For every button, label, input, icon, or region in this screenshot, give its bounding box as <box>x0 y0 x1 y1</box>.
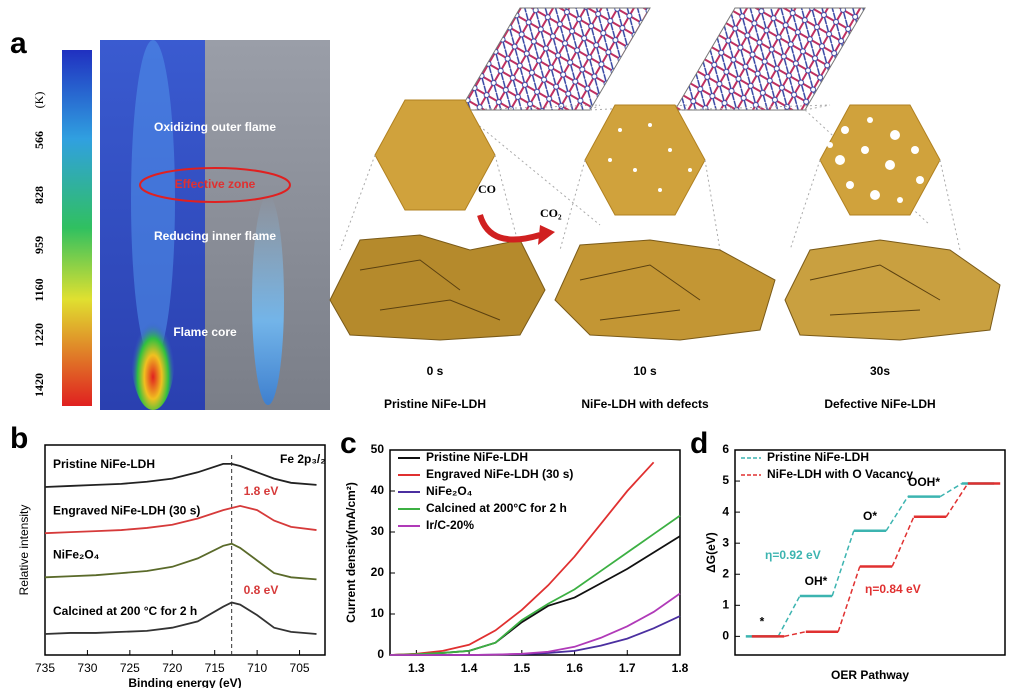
flame-image <box>62 40 330 410</box>
colorbar-tick: 1160 <box>32 278 46 301</box>
colorbar-unit: (K) <box>32 92 46 109</box>
x-axis-label: Binding energy (eV) <box>128 676 241 688</box>
y-tick-label: 3 <box>722 535 729 549</box>
shift-label: 1.8 eV <box>244 484 279 498</box>
overpotential: η=0.92 eV <box>765 548 821 562</box>
y-axis-label: ΔG(eV) <box>704 532 718 573</box>
legend-label: NiFe₂O₄ <box>426 484 473 498</box>
colorbar-tick: 1420 <box>32 373 46 397</box>
y-axis-label: Relative intensity <box>17 505 31 596</box>
panel-letter: b <box>10 422 28 455</box>
shift-label: 0.8 eV <box>244 583 279 597</box>
time-label: 10 s <box>633 364 657 378</box>
data-line <box>389 461 655 656</box>
data-line <box>389 514 681 656</box>
plot-frame <box>44 444 326 656</box>
spectrum-label: Engraved NiFe-LDH (30 s) <box>53 503 200 517</box>
data-line <box>44 504 317 535</box>
step-connector <box>777 595 801 637</box>
x-tick-label: 735 <box>35 661 55 675</box>
y-tick-label: 40 <box>371 483 385 497</box>
y-tick-label: 50 <box>371 442 385 456</box>
legend-label: Engraved NiFe-LDH (30 s) <box>426 467 573 481</box>
step-connector <box>831 530 855 597</box>
panel-letter: d <box>690 427 708 460</box>
flame-label: Effective zone <box>175 177 256 191</box>
colorbar-tick: 1220 <box>32 323 46 347</box>
step-connector <box>939 482 963 498</box>
spectrum-label: NiFe₂O₄ <box>53 547 100 561</box>
lattice-models <box>459 7 931 226</box>
step-connector <box>837 566 861 632</box>
plot-frame <box>734 449 1006 656</box>
x-tick-label: 710 <box>247 661 267 675</box>
colorbar-tick: 566 <box>32 131 46 149</box>
panel-letter: a <box>10 27 27 60</box>
data-line <box>390 592 681 656</box>
x-tick-label: 1.8 <box>672 661 689 675</box>
y-tick-label: 2 <box>722 566 729 580</box>
step-connector <box>945 483 969 518</box>
x-tick-label: 1.6 <box>566 661 583 675</box>
step-connector <box>784 630 806 638</box>
time-label: 30s <box>870 364 890 378</box>
legend-label: Pristine NiFe-LDH <box>426 450 528 464</box>
time-label: 0 s <box>427 364 444 378</box>
x-tick-label: 730 <box>77 661 97 675</box>
state-label: O* <box>863 509 877 523</box>
nanosheets <box>329 99 1001 341</box>
reactant: CO <box>478 182 496 196</box>
flame-label: Reducing inner flame <box>154 229 276 243</box>
data-line <box>44 601 317 635</box>
x-tick-label: 720 <box>162 661 182 675</box>
step-connector <box>885 496 909 532</box>
y-tick-label: 6 <box>722 442 729 456</box>
y-tick-label: 1 <box>722 597 729 611</box>
legend-label: Pristine NiFe-LDH <box>767 450 869 464</box>
y-tick-label: 0 <box>722 629 729 643</box>
spectrum-label: Calcined at 200 °C for 2 h <box>53 604 197 618</box>
x-tick-label: 1.5 <box>513 661 530 675</box>
panel-letter: c <box>340 427 357 460</box>
x-axis-label: OER Pathway <box>831 668 909 682</box>
y-tick-label: 5 <box>722 473 729 487</box>
x-tick-label: 715 <box>205 661 225 675</box>
flame-label: Flame core <box>173 325 237 339</box>
x-tick-label: 705 <box>290 661 310 675</box>
state-label: OH* <box>805 574 828 588</box>
sample-label: Pristine NiFe-LDH <box>384 397 486 411</box>
step-connector <box>891 516 915 567</box>
x-tick-label: 1.4 <box>461 661 478 675</box>
product: CO₂ <box>540 206 562 220</box>
x-tick-label: 1.7 <box>619 661 636 675</box>
y-axis-label: Current density(mA/cm²) <box>344 482 358 623</box>
overpotential: η=0.84 eV <box>865 582 921 596</box>
colorbar-tick: 828 <box>32 186 46 204</box>
y-tick-label: 0 <box>377 647 384 661</box>
colorbar-tick: 959 <box>32 236 46 254</box>
flame-label: Oxidizing outer flame <box>154 120 276 134</box>
state-label: OOH* <box>908 475 940 489</box>
y-tick-label: 10 <box>371 606 385 620</box>
data-line <box>389 535 681 656</box>
spectrum-label: Pristine NiFe-LDH <box>53 457 155 471</box>
legend-label: Ir/C-20% <box>426 518 474 532</box>
legend-label: Calcined at 200°C for 2 h <box>426 501 567 515</box>
state-label: * <box>760 615 765 629</box>
data-line <box>44 542 317 581</box>
plot-frame <box>389 449 681 656</box>
x-tick-label: 725 <box>120 661 140 675</box>
sample-label: Defective NiFe-LDH <box>824 397 935 411</box>
legend-label: NiFe-LDH with O Vacancy <box>767 467 913 481</box>
chart-title: Fe 2p₃/₂ <box>280 452 326 466</box>
y-tick-label: 30 <box>371 524 385 538</box>
y-tick-label: 20 <box>371 565 385 579</box>
data-line <box>44 463 317 488</box>
sample-label: NiFe-LDH with defects <box>581 397 709 411</box>
x-tick-label: 1.3 <box>408 661 425 675</box>
y-tick-label: 4 <box>722 504 729 518</box>
